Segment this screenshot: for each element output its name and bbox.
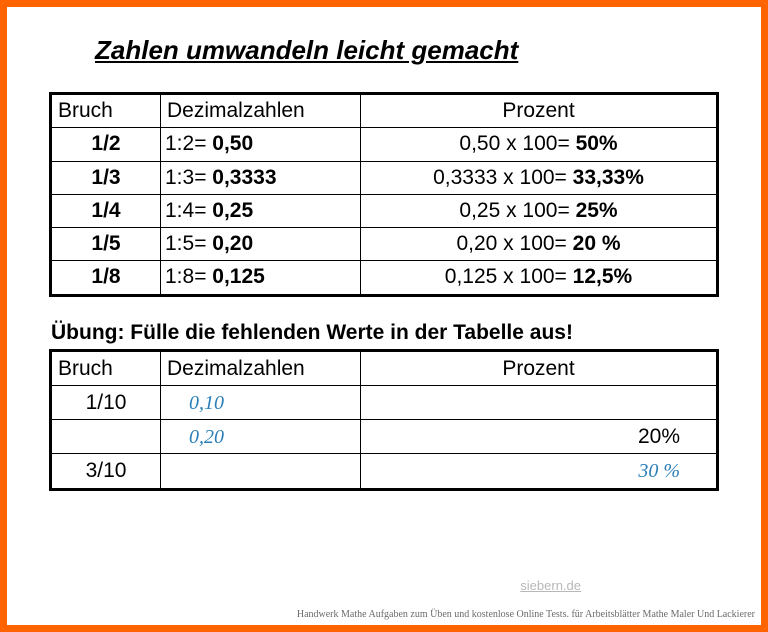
cell-dez: 1:8= 0,125 — [161, 261, 361, 295]
table-header-row: Bruch Dezimalzahlen Prozent — [51, 350, 718, 385]
header-proz: Prozent — [361, 350, 718, 385]
document-frame: Zahlen umwandeln leicht gemacht Bruch De… — [0, 0, 768, 632]
cell-proz: 0,3333 x 100= 33,33% — [361, 161, 718, 194]
exercise-label: Übung: Fülle die fehlenden Werte in der … — [51, 321, 719, 345]
table-row: 1/4 1:4= 0,25 0,25 x 100= 25% — [51, 194, 718, 227]
header-proz: Prozent — [361, 94, 718, 128]
table-row: 1/3 1:3= 0,3333 0,3333 x 100= 33,33% — [51, 161, 718, 194]
cell-proz: 20% — [361, 420, 718, 454]
header-bruch: Bruch — [51, 94, 161, 128]
cell-bruch: 1/5 — [51, 228, 161, 261]
table-row: 1/10 0,10 — [51, 385, 718, 419]
header-dez: Dezimalzahlen — [161, 350, 361, 385]
header-bruch: Bruch — [51, 350, 161, 385]
cell-bruch: 1/8 — [51, 261, 161, 295]
cell-dez: 1:4= 0,25 — [161, 194, 361, 227]
watermark: siebern.de — [520, 578, 581, 593]
cell-dez: 1:2= 0,50 — [161, 128, 361, 161]
cell-proz: 30 % — [361, 454, 718, 489]
cell-bruch: 3/10 — [51, 454, 161, 489]
page-title: Zahlen umwandeln leicht gemacht — [95, 35, 719, 66]
conversion-table: Bruch Dezimalzahlen Prozent 1/2 1:2= 0,5… — [49, 92, 719, 297]
table-header-row: Bruch Dezimalzahlen Prozent — [51, 94, 718, 128]
handwritten-value: 0,20 — [189, 426, 224, 448]
table-row: 3/10 30 % — [51, 454, 718, 489]
cell-proz: 0,50 x 100= 50% — [361, 128, 718, 161]
exercise-table: Bruch Dezimalzahlen Prozent 1/10 0,10 0,… — [49, 349, 719, 491]
cell-proz: 0,20 x 100= 20 % — [361, 228, 718, 261]
cell-proz: 0,25 x 100= 25% — [361, 194, 718, 227]
cell-bruch: 1/4 — [51, 194, 161, 227]
cell-bruch: 1/3 — [51, 161, 161, 194]
cell-proz: 0,125 x 100= 12,5% — [361, 261, 718, 295]
cell-bruch — [51, 420, 161, 454]
table-row: 1/8 1:8= 0,125 0,125 x 100= 12,5% — [51, 261, 718, 295]
page-content: Zahlen umwandeln leicht gemacht Bruch De… — [7, 7, 761, 501]
caption-bar: Handwerk Mathe Aufgaben zum Üben und kos… — [7, 607, 761, 625]
header-dez: Dezimalzahlen — [161, 94, 361, 128]
cell-dez: 0,10 — [161, 385, 361, 419]
cell-dez: 1:5= 0,20 — [161, 228, 361, 261]
cell-dez — [161, 454, 361, 489]
cell-dez: 0,20 — [161, 420, 361, 454]
handwritten-value: 30 % — [638, 460, 680, 482]
cell-bruch: 1/10 — [51, 385, 161, 419]
cell-proz — [361, 385, 718, 419]
handwritten-value: 0,10 — [189, 392, 224, 414]
table-row: 1/2 1:2= 0,50 0,50 x 100= 50% — [51, 128, 718, 161]
table-row: 1/5 1:5= 0,20 0,20 x 100= 20 % — [51, 228, 718, 261]
cell-bruch: 1/2 — [51, 128, 161, 161]
cell-dez: 1:3= 0,3333 — [161, 161, 361, 194]
table-row: 0,20 20% — [51, 420, 718, 454]
